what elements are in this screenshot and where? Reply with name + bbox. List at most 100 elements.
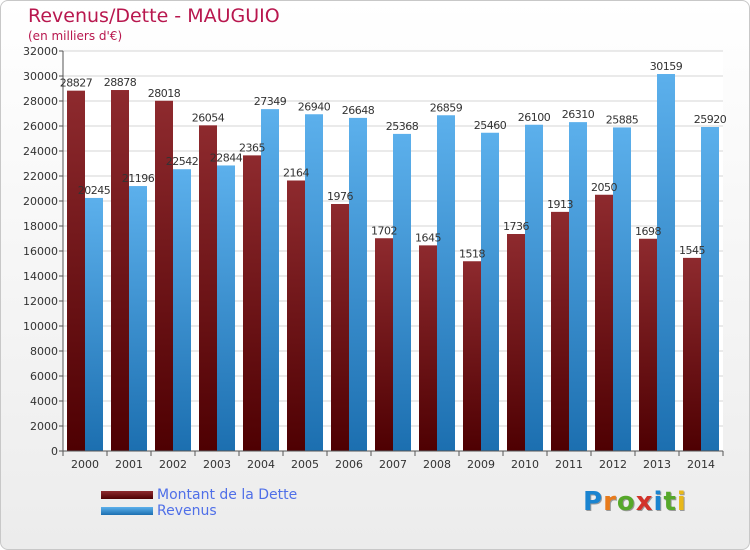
bar-dette	[419, 245, 437, 451]
data-label-revenus: 26940	[298, 100, 331, 113]
bar-dette	[375, 238, 393, 451]
x-tick-label: 2013	[643, 458, 671, 471]
data-label-revenus: 20245	[78, 184, 111, 197]
bar-dette	[463, 261, 481, 451]
y-tick-label: 8000	[30, 345, 58, 358]
x-tick-label: 2007	[379, 458, 407, 471]
data-label-dette: 28827	[60, 77, 93, 90]
data-label-dette: 1518	[459, 247, 485, 260]
bar-revenus	[393, 133, 411, 451]
x-tick-label: 2009	[467, 458, 495, 471]
logo-letter: i	[676, 487, 687, 517]
chart-title: Revenus/Dette - MAUGUIO	[28, 5, 280, 27]
bar-revenus	[613, 127, 631, 451]
data-label-revenus: 26648	[342, 104, 375, 117]
data-label-dette: 28018	[148, 87, 181, 100]
bar-revenus	[217, 165, 235, 451]
data-label-revenus: 22844	[210, 151, 243, 164]
bar-revenus	[305, 114, 323, 451]
x-tick-label: 2012	[599, 458, 627, 471]
data-label-dette: 1702	[371, 224, 397, 237]
proxiti-logo: Proxiti	[583, 487, 687, 517]
data-label-revenus: 25368	[386, 120, 419, 133]
bar-dette	[683, 257, 701, 451]
y-tick-label: 4000	[30, 395, 58, 408]
bar-revenus	[85, 197, 103, 451]
y-tick-label: 12000	[23, 295, 58, 308]
bar-dette	[287, 180, 305, 451]
bar-revenus	[701, 127, 719, 451]
data-label-dette: 1645	[415, 231, 441, 244]
y-tick-label: 24000	[23, 145, 58, 158]
logo-letter: t	[663, 487, 677, 517]
logo-letter: x	[635, 487, 654, 517]
y-tick-label: 32000	[23, 45, 58, 58]
bars	[67, 74, 719, 452]
x-tick-label: 2006	[335, 458, 363, 471]
x-tick-label: 2003	[203, 458, 231, 471]
y-tick-label: 18000	[23, 220, 58, 233]
data-label-revenus: 25920	[694, 113, 727, 126]
y-tick-label: 0	[51, 445, 58, 458]
data-labels: 28827 20245 28878 21196 28018 22542 26054 22844…	[60, 60, 727, 260]
bar-revenus	[129, 186, 147, 452]
bar-dette	[243, 155, 261, 451]
bar-revenus	[261, 109, 279, 451]
data-label-dette: 1545	[679, 244, 705, 257]
data-label-revenus: 26310	[562, 108, 595, 121]
x-tick-label: 2005	[291, 458, 319, 471]
bar-revenus	[349, 117, 367, 452]
data-label-revenus: 22542	[166, 155, 199, 168]
y-tick-label: 30000	[23, 70, 58, 83]
legend-item-revenus: Revenus	[101, 503, 297, 519]
legend-swatch-revenus	[101, 507, 153, 515]
y-tick-label: 22000	[23, 170, 58, 183]
x-tick-label: 2002	[159, 458, 187, 471]
data-label-dette: 28878	[104, 76, 137, 89]
bar-dette	[595, 194, 613, 451]
y-tick-label: 14000	[23, 270, 58, 283]
logo-letter: r	[603, 487, 617, 517]
data-label-dette: 1913	[547, 198, 573, 211]
x-tick-label: 2014	[687, 458, 715, 471]
bar-dette	[155, 100, 173, 452]
x-tick-label: 2001	[115, 458, 143, 471]
x-tick-label: 2000	[71, 458, 99, 471]
logo-letter: P	[583, 487, 604, 517]
x-tick-label: 2011	[555, 458, 583, 471]
x-tick-label: 2004	[247, 458, 275, 471]
data-label-revenus: 21196	[122, 172, 155, 185]
legend-label-dette: Montant de la Dette	[157, 487, 298, 503]
data-label-dette: 2365	[239, 141, 265, 154]
bar-revenus	[569, 122, 587, 451]
data-label-dette: 2050	[591, 181, 617, 194]
bar-dette	[331, 204, 349, 451]
bar-dette	[67, 90, 85, 451]
y-tick-label: 10000	[23, 320, 58, 333]
y-tick-label: 28000	[23, 95, 58, 108]
bar-revenus	[657, 74, 675, 451]
data-label-dette: 26054	[192, 111, 225, 124]
bar-dette	[551, 211, 569, 451]
data-label-revenus: 26859	[430, 101, 463, 114]
bar-revenus	[525, 124, 543, 451]
axes: 0 2000 4000 6000 8000 10000 12000 14000 16000 180…	[23, 45, 724, 471]
bar-dette	[639, 238, 657, 451]
data-label-dette: 1698	[635, 225, 661, 238]
logo-letter: o	[616, 487, 636, 517]
legend-item-dette: Montant de la Dette	[101, 487, 297, 503]
data-label-revenus: 30159	[650, 60, 683, 73]
logo-letter: i	[653, 487, 664, 517]
legend-label-revenus: Revenus	[157, 503, 217, 519]
data-label-revenus: 26100	[518, 111, 551, 124]
data-label-dette: 1736	[503, 220, 529, 233]
bar-revenus	[173, 169, 191, 451]
x-tick-label: 2010	[511, 458, 539, 471]
y-tick-label: 20000	[23, 195, 58, 208]
y-tick-label: 26000	[23, 120, 58, 133]
chart-subtitle: (en milliers d'€)	[28, 29, 123, 43]
bar-dette	[199, 125, 217, 451]
y-tick-label: 2000	[30, 420, 58, 433]
